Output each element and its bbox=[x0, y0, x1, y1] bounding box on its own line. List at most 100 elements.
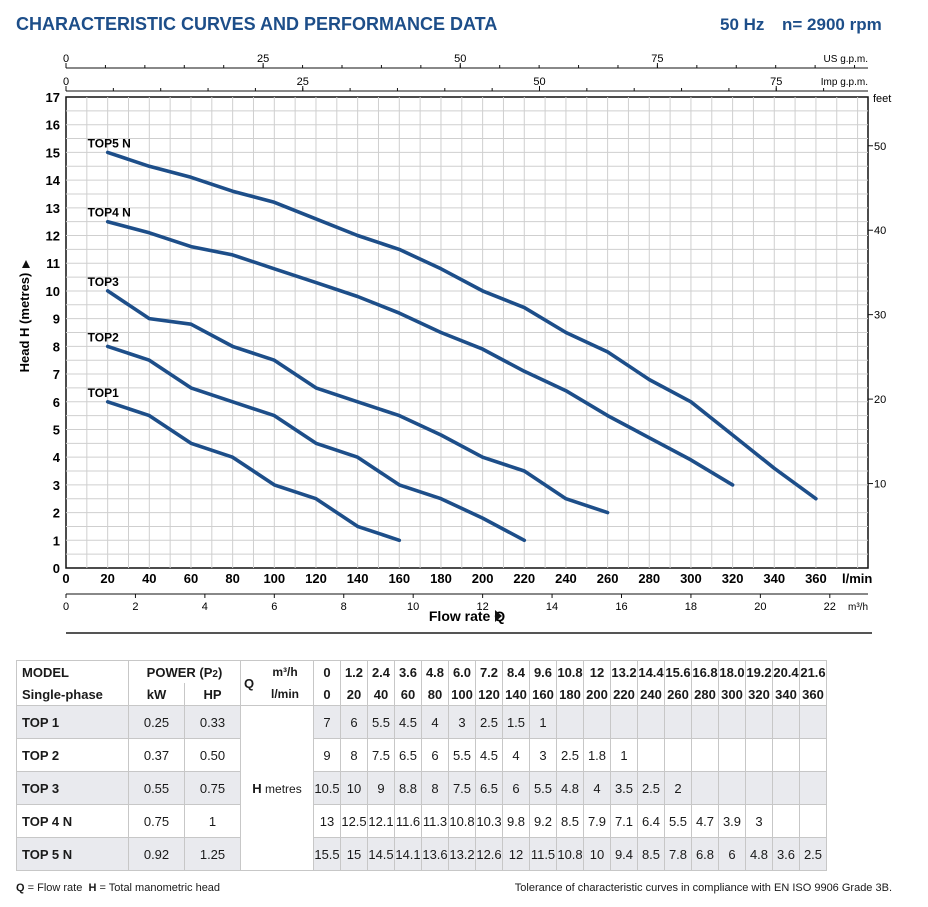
head-value: 7 bbox=[313, 705, 341, 739]
q-m3h-value: 21.6 bbox=[799, 660, 827, 683]
x-tick-label: 20 bbox=[100, 571, 114, 586]
head-value: 9 bbox=[313, 738, 341, 772]
m3h-tick-label: 18 bbox=[685, 601, 697, 613]
power-hp: 1.25 bbox=[184, 837, 241, 871]
power-hp: 1 bbox=[184, 804, 241, 838]
head-value: 3.6 bbox=[772, 837, 800, 871]
m3h-tick-label: 22 bbox=[824, 601, 836, 613]
m3h-tick-label: 14 bbox=[546, 601, 558, 613]
head-value bbox=[745, 705, 773, 739]
head-value: 5.5 bbox=[664, 804, 692, 838]
y-tick-label: 15 bbox=[46, 145, 60, 160]
x-tick-label: 280 bbox=[638, 571, 660, 586]
q-m3h-value: 15.6 bbox=[664, 660, 692, 683]
impgpm-tick-label: 0 bbox=[63, 76, 69, 88]
q-m3h-value: 4.8 bbox=[421, 660, 449, 683]
head-value: 7.1 bbox=[610, 804, 638, 838]
head-value bbox=[772, 804, 800, 838]
head-value: 3 bbox=[529, 738, 557, 772]
head-value bbox=[718, 705, 746, 739]
head-value bbox=[718, 738, 746, 772]
x-tick-label: 180 bbox=[430, 571, 452, 586]
y-tick-label: 10 bbox=[46, 284, 60, 299]
x-axis-title: Flow rate Q bbox=[429, 608, 505, 624]
head-value: 15 bbox=[340, 837, 368, 871]
head-value: 6 bbox=[718, 837, 746, 871]
head-value: 11.3 bbox=[421, 804, 449, 838]
head-value: 6 bbox=[340, 705, 368, 739]
head-value: 6.5 bbox=[475, 771, 503, 805]
head-value: 13.2 bbox=[448, 837, 476, 871]
y-tick-label: 17 bbox=[46, 90, 60, 105]
head-value: 9.2 bbox=[529, 804, 557, 838]
head-value: 10.8 bbox=[556, 837, 584, 871]
power-hp: 0.33 bbox=[184, 705, 241, 739]
table-row: TOP 3 0.55 0.75 10.5 10 9 8.8 8 7.5 6.5 6 5.5 4.8 4 3.… bbox=[16, 771, 827, 805]
y-axis-title: Head H (metres) bbox=[17, 273, 32, 373]
m3h-tick-label: 12 bbox=[476, 601, 488, 613]
x-tick-label: 360 bbox=[805, 571, 827, 586]
head-value: 4.5 bbox=[394, 705, 422, 739]
footnote-h: H bbox=[88, 882, 97, 894]
q-lmin-value: 260 bbox=[664, 683, 692, 706]
head-value: 6 bbox=[421, 738, 449, 772]
y-tick-label: 11 bbox=[46, 256, 60, 271]
y-tick-label: 2 bbox=[53, 506, 60, 521]
footnote-q-text: = Flow rate bbox=[27, 882, 83, 894]
head-value bbox=[556, 705, 584, 739]
feet-tick-label: 40 bbox=[874, 225, 886, 237]
q-lmin-value: 340 bbox=[772, 683, 800, 706]
usgpm-unit: US g.p.m. bbox=[824, 54, 868, 65]
head-value: 4.8 bbox=[745, 837, 773, 871]
head-value: 7.9 bbox=[583, 804, 611, 838]
head-value: 1.8 bbox=[583, 738, 611, 772]
hp-header: HP bbox=[184, 683, 241, 706]
head-value: 1 bbox=[610, 738, 638, 772]
head-value: 2.5 bbox=[637, 771, 665, 805]
q-lmin-value: 100 bbox=[448, 683, 476, 706]
usgpm-tick-label: 75 bbox=[651, 53, 663, 65]
head-value: 5.5 bbox=[367, 705, 395, 739]
curve-top4-n bbox=[105, 219, 735, 487]
m3h-tick-label: 0 bbox=[63, 601, 69, 613]
head-value bbox=[664, 705, 692, 739]
usgpm-tick-label: 25 bbox=[257, 53, 269, 65]
series-label: TOP2 bbox=[88, 330, 119, 344]
q-lmin-value: 120 bbox=[475, 683, 503, 706]
y-tick-label: 4 bbox=[53, 450, 61, 465]
footnote-legend: Q = Flow rate H = Total manometric head bbox=[16, 882, 220, 894]
impgpm-tick-label: 50 bbox=[533, 76, 545, 88]
head-value: 4.5 bbox=[475, 738, 503, 772]
x-tick-label: 100 bbox=[263, 571, 285, 586]
m3h-tick-label: 6 bbox=[271, 601, 277, 613]
x-unit-m3h: m³/h bbox=[848, 602, 868, 613]
impgpm-tick-label: 25 bbox=[297, 76, 309, 88]
head-value bbox=[583, 705, 611, 739]
curve-top3 bbox=[105, 289, 610, 515]
head-value: 3.9 bbox=[718, 804, 746, 838]
y-tick-label: 13 bbox=[46, 201, 60, 216]
model-header: MODEL bbox=[16, 660, 129, 683]
y-tick-label: 3 bbox=[53, 478, 60, 493]
table-row: TOP 1 0.25 0.33 H metres 7 6 5.5 4.5 4 3 2.5 1.5 1 bbox=[16, 705, 827, 871]
impgpm-tick-label: 75 bbox=[770, 76, 782, 88]
head-value bbox=[799, 738, 827, 772]
head-value bbox=[745, 771, 773, 805]
q-m3h-value: 10.8 bbox=[556, 660, 584, 683]
y-tick-label: 8 bbox=[53, 339, 60, 354]
head-value: 1.5 bbox=[502, 705, 530, 739]
y-tick-label: 16 bbox=[46, 118, 60, 133]
q-lmin-value: 200 bbox=[583, 683, 611, 706]
head-value: 12.1 bbox=[367, 804, 395, 838]
curve-top1 bbox=[105, 400, 402, 543]
head-value: 9 bbox=[367, 771, 395, 805]
q-m3h-value: 14.4 bbox=[637, 660, 665, 683]
head-value bbox=[664, 738, 692, 772]
head-value: 8 bbox=[421, 771, 449, 805]
q-unit-m3h: m³/h bbox=[257, 660, 314, 683]
power-kw: 0.25 bbox=[128, 705, 185, 739]
head-value: 6.8 bbox=[691, 837, 719, 871]
x-tick-label: 140 bbox=[347, 571, 369, 586]
frequency-label: 50 Hz bbox=[720, 15, 765, 34]
head-value: 7.5 bbox=[367, 738, 395, 772]
